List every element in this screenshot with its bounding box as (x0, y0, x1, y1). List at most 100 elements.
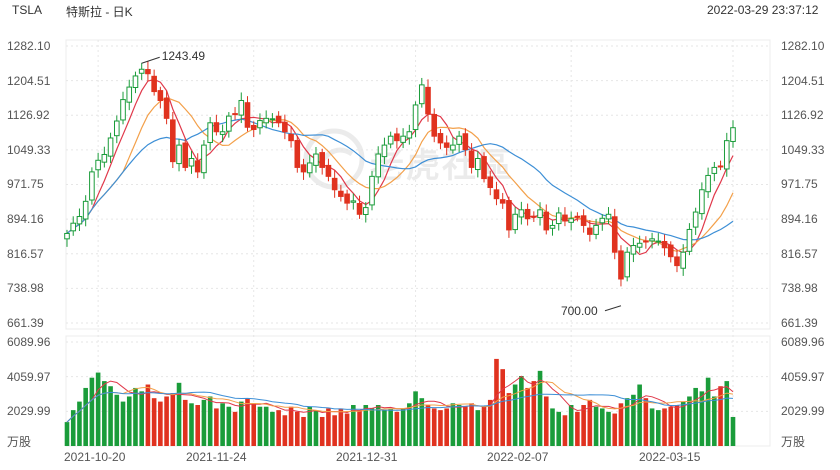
candle-body (201, 144, 207, 174)
candle-body (394, 133, 400, 142)
volume-bar (512, 384, 518, 446)
candle-body (101, 153, 108, 163)
candle-body (157, 90, 164, 101)
volume-bar (282, 415, 288, 446)
candle-body (145, 69, 151, 75)
date-tick-label: 2021-12-31 (336, 450, 398, 464)
candle-body (692, 211, 699, 228)
volume-tick-label: 4059.97 (781, 369, 825, 384)
volume-bar (699, 391, 705, 446)
volume-bar (662, 408, 667, 446)
low-annotation-leader (604, 305, 622, 312)
candle-body (624, 251, 630, 278)
candle-body (182, 142, 189, 168)
volume-bar (425, 405, 431, 446)
candle-body (257, 120, 263, 129)
volume-bar (276, 410, 281, 446)
candle-body (636, 242, 643, 248)
volume-bar (382, 410, 387, 446)
candle-body (170, 119, 176, 163)
volume-bar (400, 408, 406, 446)
volume-bar (500, 369, 506, 446)
candle-body (151, 75, 157, 93)
volume-bar (599, 408, 605, 446)
candle-body (630, 245, 637, 255)
candle-body (487, 176, 494, 189)
candle-body (232, 113, 238, 116)
candle-body (686, 228, 693, 252)
candle-body (699, 189, 705, 215)
volume-bar (351, 405, 356, 446)
volume-bar (643, 398, 649, 446)
volume-bar (319, 416, 325, 446)
volume-bar (438, 410, 443, 446)
volume-bar (369, 408, 375, 446)
price-tick-label: 1282.10 (7, 39, 51, 53)
candle-body (456, 135, 462, 145)
date-tick-label: 2022-02-07 (487, 450, 549, 464)
candle-body (194, 160, 201, 173)
volume-bar (108, 386, 113, 446)
volume-bar (394, 411, 400, 446)
volume-bar (139, 391, 144, 446)
candle-body (723, 140, 730, 170)
volume-bar (575, 411, 580, 446)
volume-bar (288, 406, 294, 446)
candle-body (188, 158, 195, 167)
volume-bar (126, 396, 132, 446)
volume-bar (531, 381, 537, 446)
volume-bar (481, 406, 487, 446)
volume-bar (444, 408, 449, 446)
candle-body (331, 177, 338, 191)
candle-body (82, 200, 89, 220)
candle-body (531, 215, 537, 218)
candle-body (618, 250, 624, 280)
candle-body (356, 203, 363, 215)
volume-bar (581, 405, 586, 446)
volume-bar (656, 410, 661, 446)
candle-body (443, 142, 450, 148)
volume-bar (182, 399, 188, 446)
candle-body (176, 144, 182, 165)
volume-bar (114, 394, 120, 446)
price-tick-label: 894.16 (7, 212, 44, 227)
candle-body (437, 133, 444, 144)
volume-bar (313, 410, 319, 446)
volume-bar (525, 387, 530, 446)
volume-bar (151, 398, 157, 446)
high-annotation-leader (141, 56, 160, 64)
volume-bar (263, 406, 269, 446)
candle-body (462, 133, 469, 151)
volume-bar (220, 403, 225, 446)
candle-body (481, 156, 487, 180)
volume-bar (680, 401, 686, 446)
volume-tick-label: 4059.97 (7, 369, 51, 384)
volume-bar (64, 422, 70, 446)
volume-bar (326, 408, 331, 446)
price-tick-label: 1049.33 (781, 142, 825, 157)
volume-bar (606, 411, 611, 446)
candle-body (549, 224, 556, 229)
volume-tick-label: 2029.99 (781, 404, 825, 419)
candle-body (655, 240, 662, 243)
price-tick-label: 1126.92 (7, 108, 50, 123)
volume-bar (562, 415, 568, 446)
candle-body (431, 113, 438, 137)
candle-body (518, 209, 525, 218)
candle-body (238, 99, 245, 116)
price-tick-label: 1204.51 (7, 73, 51, 88)
volume-bar (556, 411, 562, 446)
price-tick-label: 894.16 (781, 212, 818, 227)
candle-body (282, 121, 288, 133)
price-tick-label: 661.39 (781, 316, 818, 330)
volume-bar (587, 399, 593, 446)
candle-body (493, 189, 500, 200)
volume-bar (705, 377, 711, 446)
candle-body (387, 135, 394, 145)
price-tick-label: 1204.51 (781, 73, 825, 88)
candle-body (338, 190, 344, 197)
volume-ma20-line (66, 391, 734, 423)
volume-panel-frame (65, 335, 771, 447)
price-tick-label: 1282.10 (781, 39, 825, 53)
candle-body (562, 214, 568, 222)
